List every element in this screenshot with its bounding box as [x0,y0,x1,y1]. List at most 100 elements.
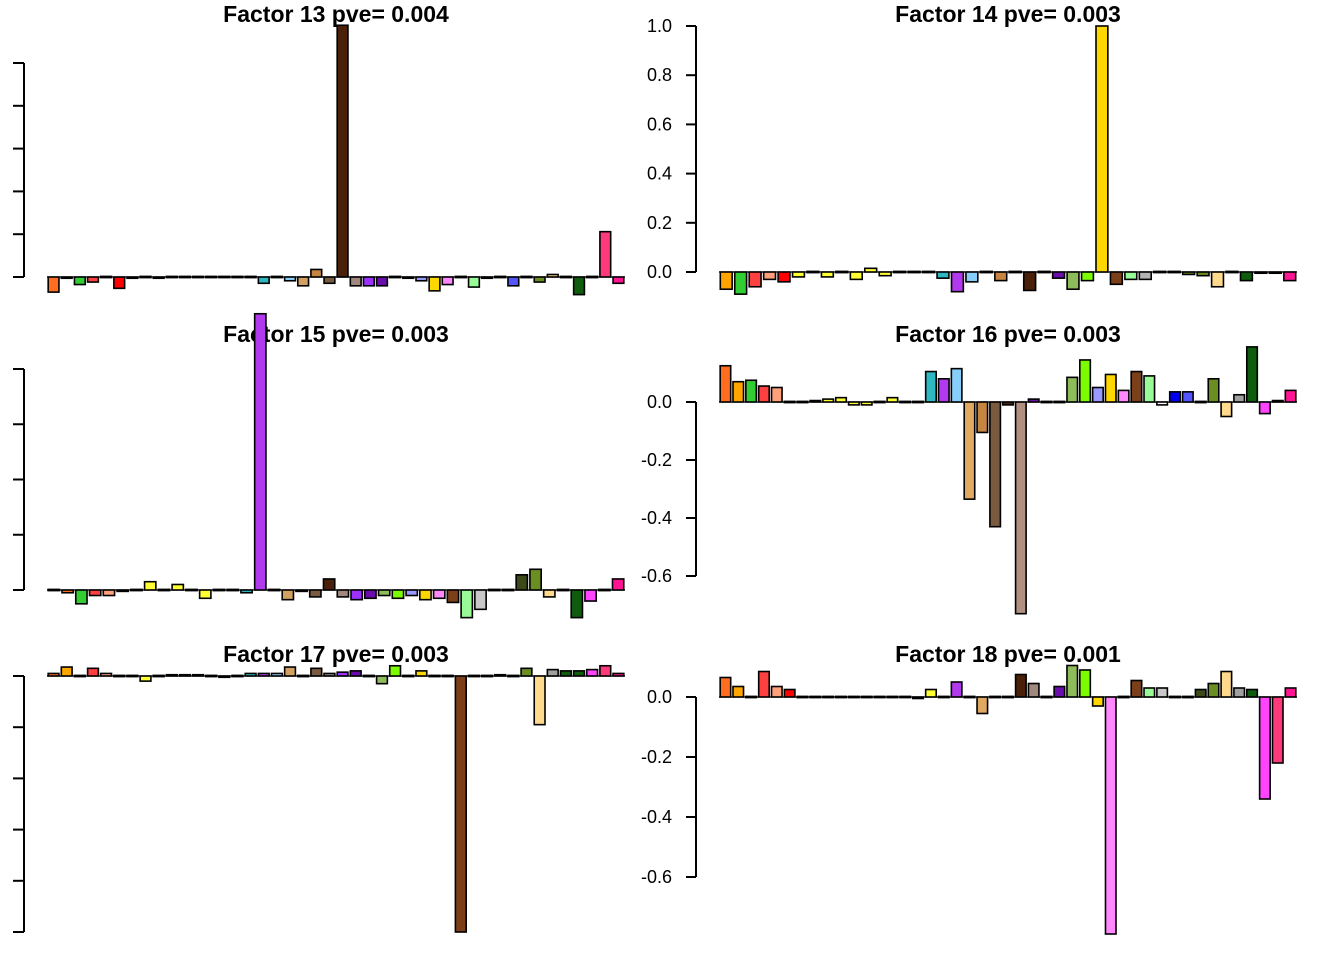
bar [936,271,950,279]
bar [559,275,573,279]
bar [152,674,165,678]
bar [165,673,178,677]
bar [899,400,912,404]
bar [375,276,389,287]
bar [432,589,446,600]
panel-title: Factor 17 pve= 0.003 [223,641,449,667]
bar [139,275,152,279]
bar [732,380,745,403]
bar [599,230,612,278]
bar [139,675,152,682]
bar [152,276,165,280]
bar [336,671,349,677]
panel-title: Factor 16 pve= 0.003 [895,321,1121,347]
bar [467,276,481,288]
bar [1156,687,1169,698]
bar [454,275,467,279]
factor-panel: Factor 18 pve= 0.001 -0.6 -0.4 -0.2 0.0 [641,641,1297,935]
bar [572,276,586,296]
bar [157,588,171,592]
bar [126,276,139,280]
bar [191,673,205,677]
bar [349,670,362,677]
bar [572,670,586,677]
bar [1245,688,1259,698]
bar [1194,400,1207,404]
bar [1014,401,1027,615]
bar [732,685,745,698]
bar [1167,270,1181,274]
bar [1233,687,1246,698]
bar [99,672,113,677]
bar [60,276,73,280]
bar [1181,695,1194,699]
bar [924,370,937,403]
bar [1153,270,1167,274]
bar [585,275,599,279]
bar [1181,271,1196,276]
bar [809,695,822,699]
bar [584,589,598,602]
bar [244,275,257,279]
bar [1066,376,1079,403]
bar [454,675,467,933]
bar [244,672,257,677]
bar [1156,401,1169,406]
bar [1027,682,1040,698]
bar [796,400,809,404]
bar [143,580,157,591]
bar [860,401,873,406]
bar [1014,673,1027,698]
bar [520,667,533,677]
bar [585,668,599,677]
bar [130,588,143,592]
bar [283,276,297,282]
bar [937,695,950,699]
y-tick-label: 1.0 [647,16,672,36]
bar [542,589,556,598]
bar [835,270,849,274]
bar [1130,679,1143,698]
bar [599,664,612,677]
bar [350,589,364,601]
bar [950,271,965,293]
bar [310,268,323,278]
bar [937,377,950,403]
bar [1095,25,1109,273]
bar [296,674,310,678]
bar [886,695,899,699]
bar [1022,271,1037,292]
bar [886,396,899,403]
bar [1143,687,1156,698]
bar [441,276,454,286]
bar [240,589,253,594]
bar [501,588,515,592]
bar [487,588,501,592]
bar [1268,271,1283,275]
factor-panel: Factor 16 pve= 0.003 -0.6 -0.4 -0.2 0.0 [641,321,1297,615]
bar [892,270,907,274]
bar [1001,401,1015,406]
bar [809,399,822,403]
bar [822,398,835,403]
bar [73,674,87,678]
bar [924,688,937,698]
bar [507,276,520,287]
bar [520,275,533,279]
bar [362,276,376,287]
bar [1117,389,1130,403]
y-tick-label: 0.8 [647,65,672,85]
bar [86,667,100,677]
bar [860,695,873,699]
bar [428,674,441,678]
bar [1117,695,1130,699]
bar [218,675,231,679]
bar [1109,271,1124,286]
bar [1104,373,1117,403]
bar [921,270,936,274]
bar [363,589,377,600]
bar [362,674,376,678]
bar [757,670,771,698]
bar [198,589,212,600]
